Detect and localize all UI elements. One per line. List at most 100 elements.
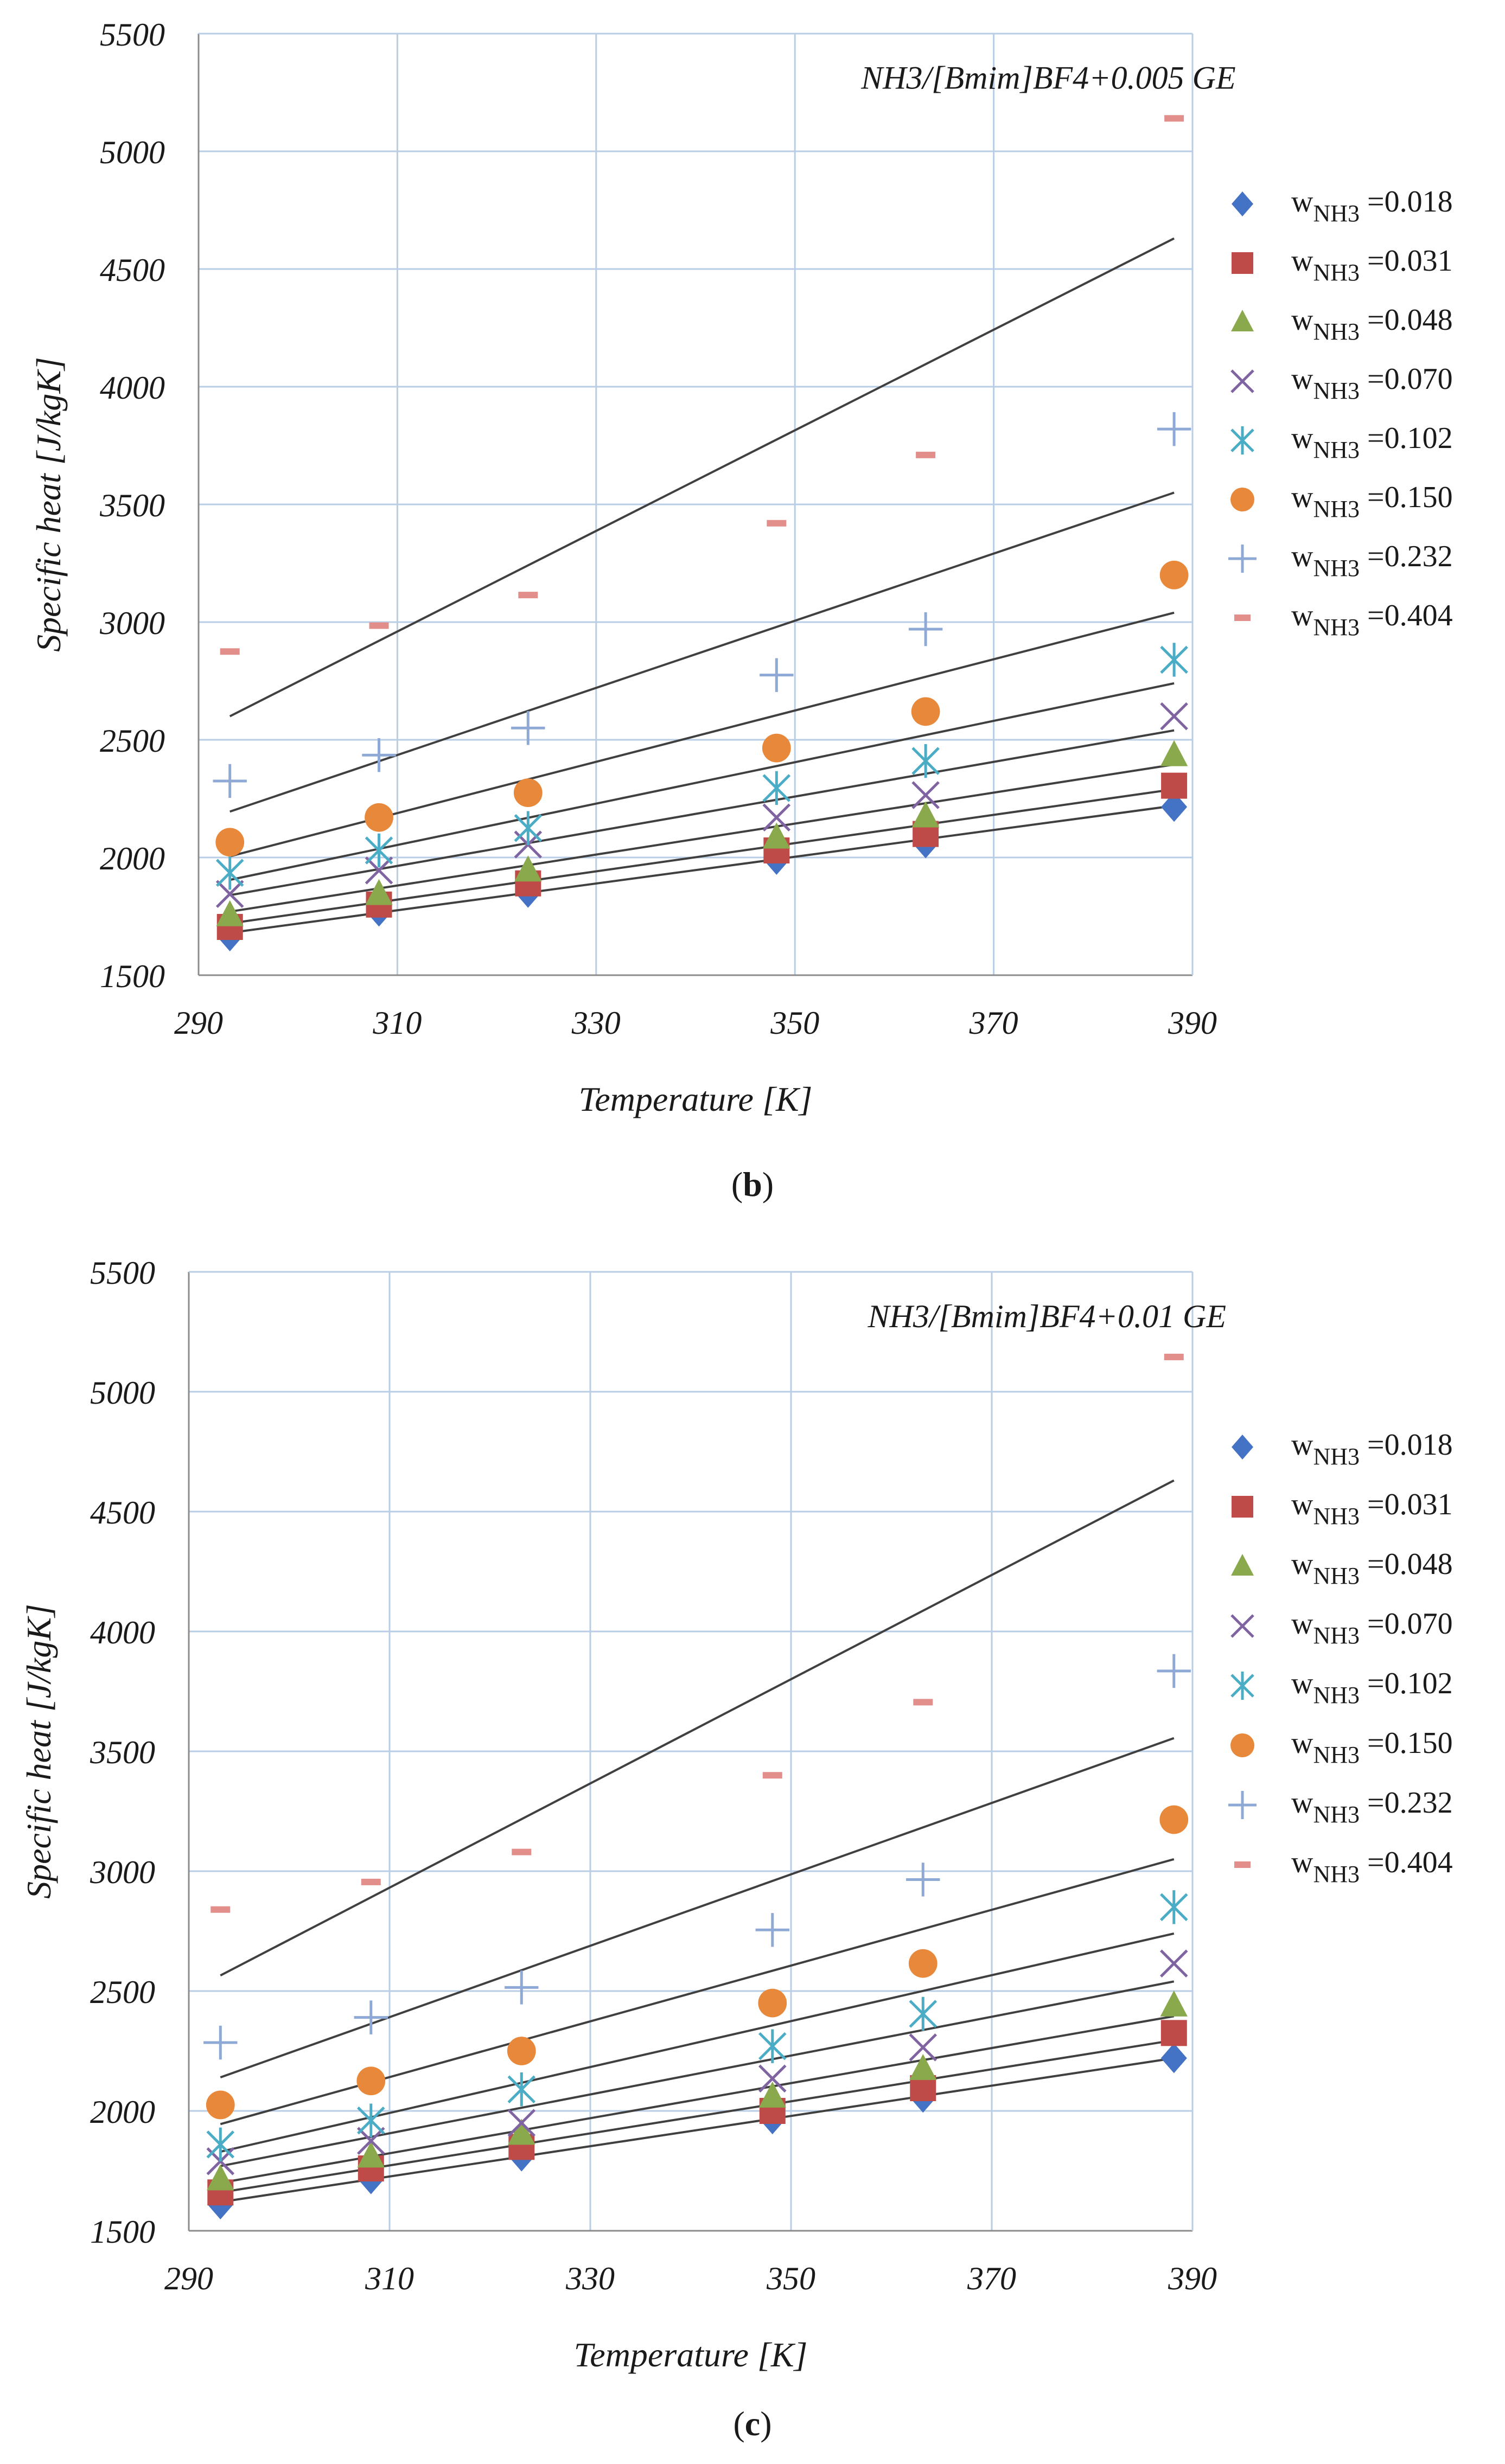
- legend-subscript: NH3: [1313, 377, 1360, 404]
- gridlines: [199, 34, 1192, 975]
- data-point: [1164, 115, 1184, 122]
- data-point: [213, 764, 247, 798]
- legend-eq: =: [1360, 1488, 1385, 1521]
- legend-eq: =: [1360, 421, 1385, 455]
- legend-w: w: [1291, 599, 1313, 632]
- fit-line-0.232: [220, 1737, 1175, 2079]
- legend-marker: [1231, 310, 1254, 331]
- legend-subscript: NH3: [1313, 1503, 1360, 1529]
- legend-eq: =: [1360, 185, 1385, 219]
- legend-marker: [1230, 1614, 1254, 1638]
- x-tick-label: 370: [969, 1005, 1018, 1041]
- y-tick-label: 2000: [100, 841, 165, 876]
- legend-label: wNH3 =0.102: [1291, 1667, 1453, 1708]
- data-point: [357, 2141, 385, 2168]
- legend-label: wNH3 =0.048: [1291, 303, 1453, 345]
- x-axis-title: Temperature [K]: [579, 1080, 813, 1118]
- series-0.048: [216, 740, 1188, 926]
- legend-subscript: NH3: [1313, 614, 1360, 641]
- legend-value: 0.018: [1385, 185, 1453, 219]
- y-tick-label: 1500: [90, 2214, 155, 2250]
- panel-caption: (c): [733, 2404, 771, 2443]
- data-point: [511, 711, 545, 745]
- legend-item: wNH3 =0.102: [1230, 1667, 1453, 1708]
- data-point: [1160, 740, 1188, 766]
- legend-eq: =: [1360, 1667, 1385, 1700]
- data-point: [505, 1970, 539, 2005]
- y-tick-label: 1500: [100, 958, 165, 994]
- legend-w: w: [1291, 1428, 1313, 1462]
- data-point: [365, 833, 393, 868]
- legend-label: wNH3 =0.048: [1291, 1547, 1453, 1589]
- x-tick-label: 290: [164, 2261, 213, 2296]
- legend-subscript: NH3: [1313, 1861, 1360, 1887]
- data-point: [906, 1863, 940, 1897]
- data-point: [211, 1906, 231, 1913]
- series-0.150: [215, 560, 1189, 857]
- data-point: [762, 733, 791, 763]
- legend-w: w: [1291, 1786, 1313, 1820]
- legend-item: wNH3 =0.232: [1228, 540, 1453, 581]
- legend-marker: [1228, 545, 1257, 573]
- legend-item: wNH3 =0.102: [1230, 421, 1453, 463]
- data-point: [220, 648, 240, 655]
- data-point: [203, 2025, 238, 2060]
- legend-label: wNH3 =0.150: [1291, 481, 1453, 522]
- chart-annotation: NH3/[Bmim]BF4+0.005 GE: [860, 60, 1235, 95]
- legend-marker: [1230, 1672, 1254, 1700]
- data-point: [508, 2119, 535, 2145]
- series-0.232: [213, 412, 1191, 798]
- legend-item: wNH3 =0.404: [1234, 1846, 1453, 1887]
- legend-marker: [1230, 369, 1254, 393]
- data-point: [911, 697, 940, 726]
- legend-eq: =: [1360, 481, 1385, 514]
- y-tick-label: 2500: [90, 1974, 155, 2010]
- legend-item: wNH3 =0.031: [1232, 1488, 1453, 1529]
- legend-item: wNH3 =0.031: [1232, 244, 1453, 286]
- legend-subscript: NH3: [1313, 318, 1360, 345]
- data-point: [758, 2029, 787, 2063]
- data-point: [908, 1949, 938, 1978]
- data-point: [762, 803, 791, 831]
- legend-w: w: [1291, 540, 1313, 573]
- data-point: [1160, 2020, 1187, 2046]
- legend-value: 0.048: [1385, 1547, 1453, 1581]
- legend-eq: =: [1360, 1607, 1385, 1641]
- series-0.150: [206, 1805, 1189, 2120]
- data-point: [365, 803, 393, 832]
- legend-eq: =: [1360, 1547, 1385, 1581]
- data-point: [763, 822, 790, 849]
- legend-label: wNH3 =0.031: [1291, 244, 1453, 286]
- series-0.404: [211, 1353, 1184, 1913]
- legend-subscript: NH3: [1313, 200, 1360, 227]
- data-point: [1159, 560, 1189, 590]
- caption-letter: b: [743, 1165, 762, 1204]
- fit-line-0.232: [229, 491, 1175, 813]
- series-0.031: [207, 2020, 1187, 2206]
- legend-item: wNH3 =0.048: [1231, 1547, 1453, 1589]
- legend-w: w: [1291, 185, 1313, 219]
- y-tick-label: 5500: [100, 17, 165, 53]
- data-point: [513, 778, 543, 808]
- y-tick-label: 5500: [90, 1255, 155, 1291]
- data-point: [514, 855, 542, 882]
- legend-w: w: [1291, 481, 1313, 514]
- x-tick-label: 330: [571, 1005, 621, 1041]
- legend-eq: =: [1360, 244, 1385, 278]
- fit-line-0.048: [229, 763, 1175, 913]
- caption-open: (: [731, 1165, 743, 1204]
- caption-close: ): [760, 2404, 771, 2443]
- legend-marker: [1232, 1435, 1253, 1460]
- legend-w: w: [1291, 1547, 1313, 1581]
- y-tick-label: 4000: [90, 1615, 155, 1650]
- data-point: [507, 2072, 536, 2107]
- legend-marker: [1234, 615, 1251, 621]
- x-tick-label: 370: [967, 2261, 1016, 2296]
- x-tick-label: 350: [766, 2261, 815, 2296]
- x-tick-label: 290: [174, 1005, 223, 1041]
- series-0.404: [220, 115, 1184, 655]
- series-0.048: [207, 1990, 1188, 2191]
- legend-w: w: [1291, 1726, 1313, 1760]
- data-point: [365, 856, 393, 885]
